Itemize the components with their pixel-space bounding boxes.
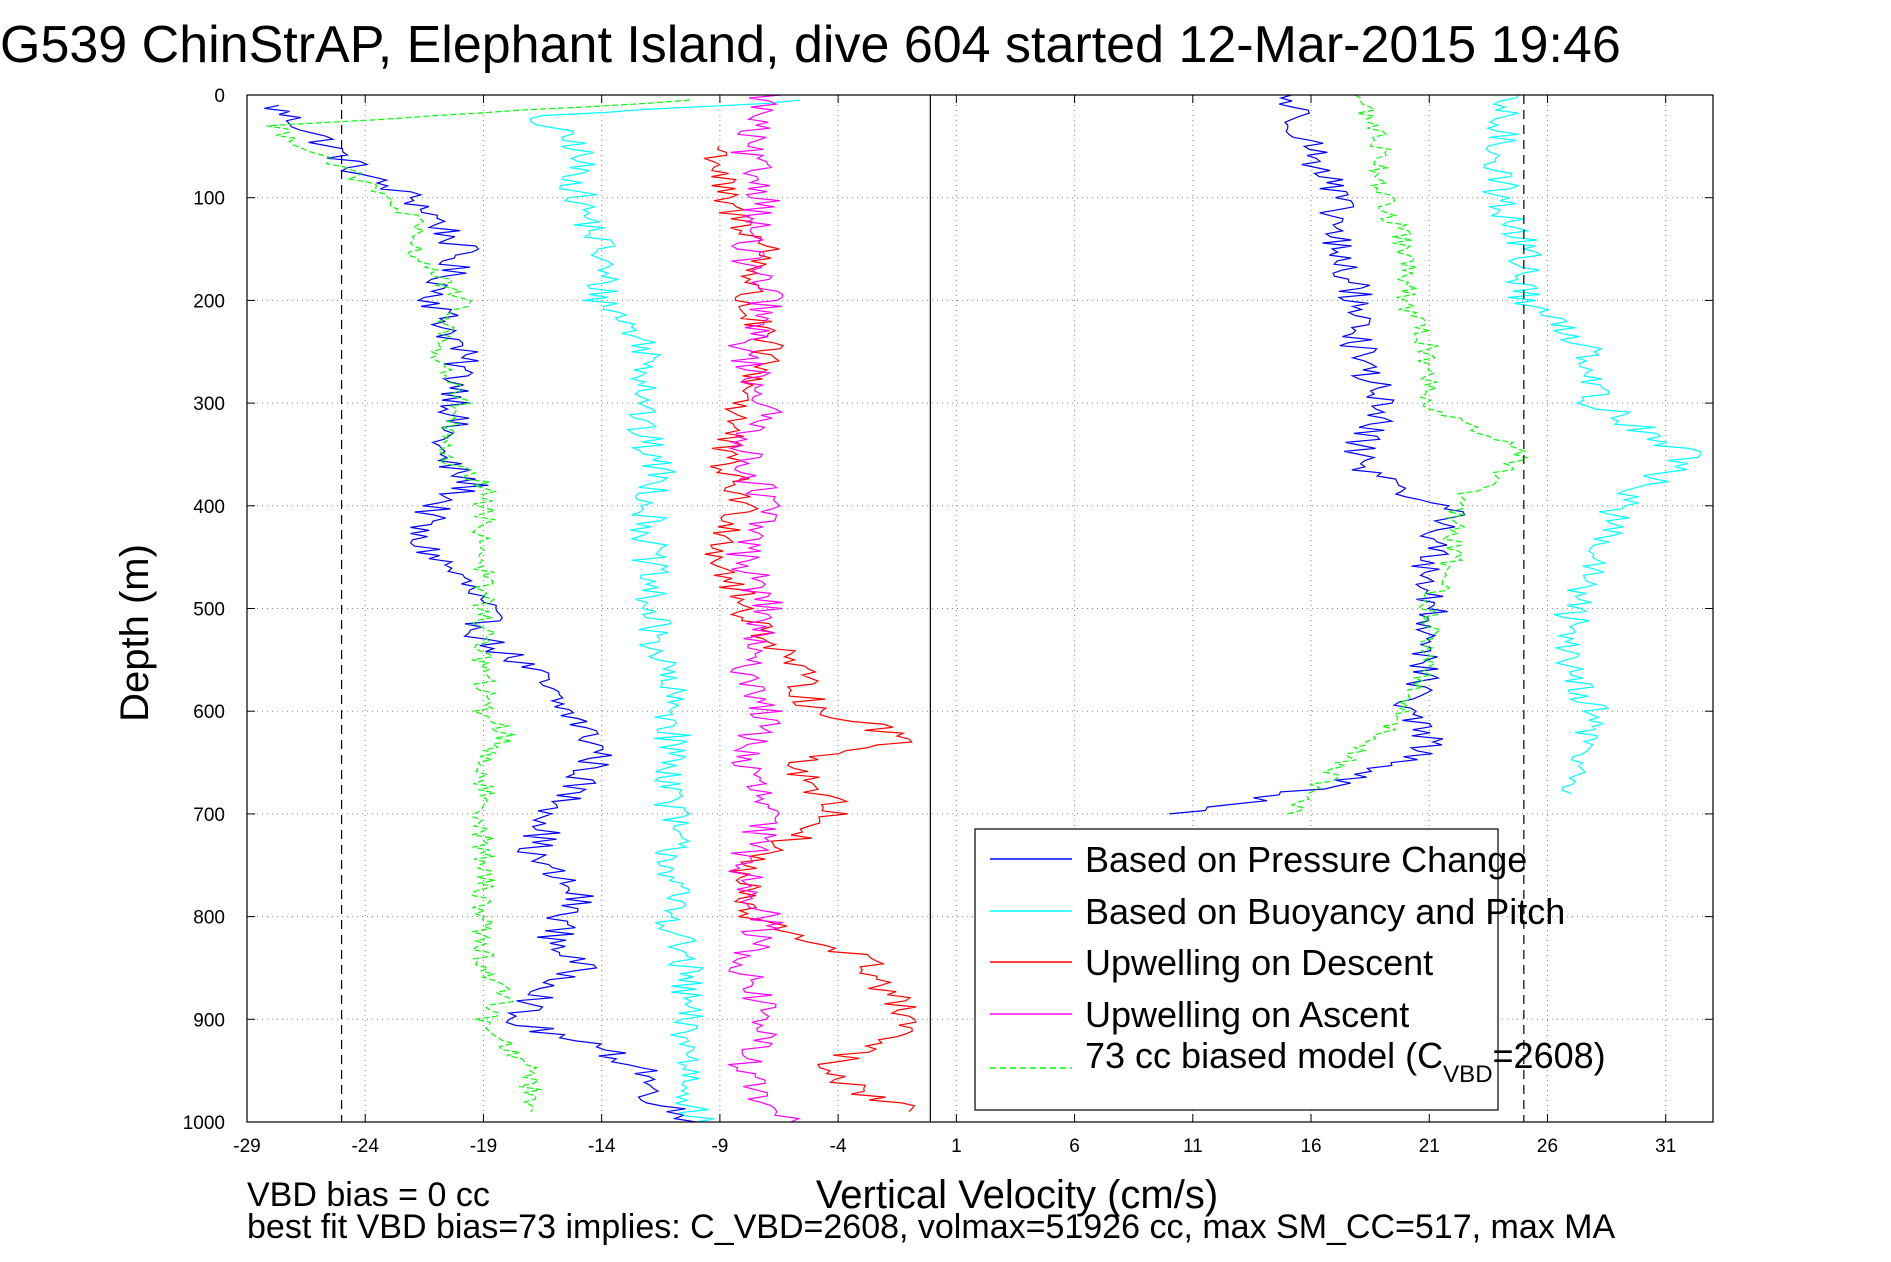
x-axis-label: Vertical Velocity (cm/s) — [816, 1173, 1218, 1217]
legend: Based on Pressure Change Based on Buoyan… — [974, 828, 1606, 1111]
chart-title: G539 ChinStrAP, Elephant Island, dive 60… — [0, 16, 1621, 74]
y-axis-ticks: 0 100 200 300 400 500 600 700 800 900 1000 — [183, 86, 1713, 1134]
x-tick-label: -24 — [351, 1136, 379, 1157]
x-axis-ticks: -29 -24 -19 -14 -9 -4 1 6 11 16 21 26 31 — [233, 95, 1676, 1157]
series-upwelling_descent — [703, 146, 917, 1113]
x-tick-label: -19 — [470, 1136, 497, 1157]
series-upwelling_ascent — [726, 94, 802, 1123]
reference-lines — [340, 95, 1525, 1122]
x-tick-label: -4 — [830, 1136, 847, 1157]
series-buoyancy_descent — [529, 99, 800, 1123]
series-layer — [264, 94, 1701, 1123]
legend-box — [974, 828, 1499, 1111]
y-tick-label: 600 — [193, 702, 225, 723]
best-fit-note: best fit VBD bias=73 implies: C_VBD=2608… — [247, 1208, 1616, 1246]
y-tick-label: 1000 — [183, 1113, 225, 1134]
legend-label-upwelling-descent: Upwelling on Descent — [1085, 942, 1433, 983]
y-axis-label: Depth (m) — [113, 544, 157, 722]
series-biased_model_descent — [266, 99, 690, 1113]
x-tick-label: 26 — [1537, 1136, 1558, 1157]
x-tick-label: 1 — [951, 1136, 962, 1157]
x-tick-label: 21 — [1419, 1136, 1440, 1157]
x-tick-label: 16 — [1300, 1136, 1321, 1157]
vbd-bias-note: VBD bias = 0 cc — [247, 1176, 490, 1214]
y-tick-label: 900 — [193, 1010, 225, 1031]
legend-label-biased-model: 73 cc biased model (CVBD=2608) — [1085, 1035, 1606, 1088]
y-tick-label: 500 — [193, 600, 225, 621]
y-tick-label: 0 — [214, 86, 225, 107]
x-tick-label: 6 — [1069, 1136, 1080, 1157]
legend-label-buoyancy: Based on Buoyancy and Pitch — [1085, 891, 1565, 932]
y-tick-label: 200 — [193, 291, 225, 312]
series-pressure_descent — [264, 104, 697, 1123]
y-tick-label: 100 — [193, 189, 225, 210]
series-biased_model_ascent — [1287, 94, 1529, 815]
x-tick-label: 31 — [1655, 1136, 1676, 1157]
legend-label-upwelling-ascent: Upwelling on Ascent — [1085, 994, 1409, 1035]
y-tick-label: 400 — [193, 497, 225, 518]
y-tick-label: 300 — [193, 394, 225, 415]
series-buoyancy_ascent — [1482, 94, 1701, 794]
y-tick-label: 700 — [193, 805, 225, 826]
x-tick-label: -29 — [233, 1136, 260, 1157]
x-tick-label: -9 — [711, 1136, 728, 1157]
x-tick-label: 11 — [1183, 1136, 1203, 1157]
series-pressure_ascent — [1169, 94, 1466, 815]
legend-label-pressure: Based on Pressure Change — [1085, 839, 1527, 880]
x-tick-label: -14 — [588, 1136, 616, 1157]
y-tick-label: 800 — [193, 908, 225, 929]
